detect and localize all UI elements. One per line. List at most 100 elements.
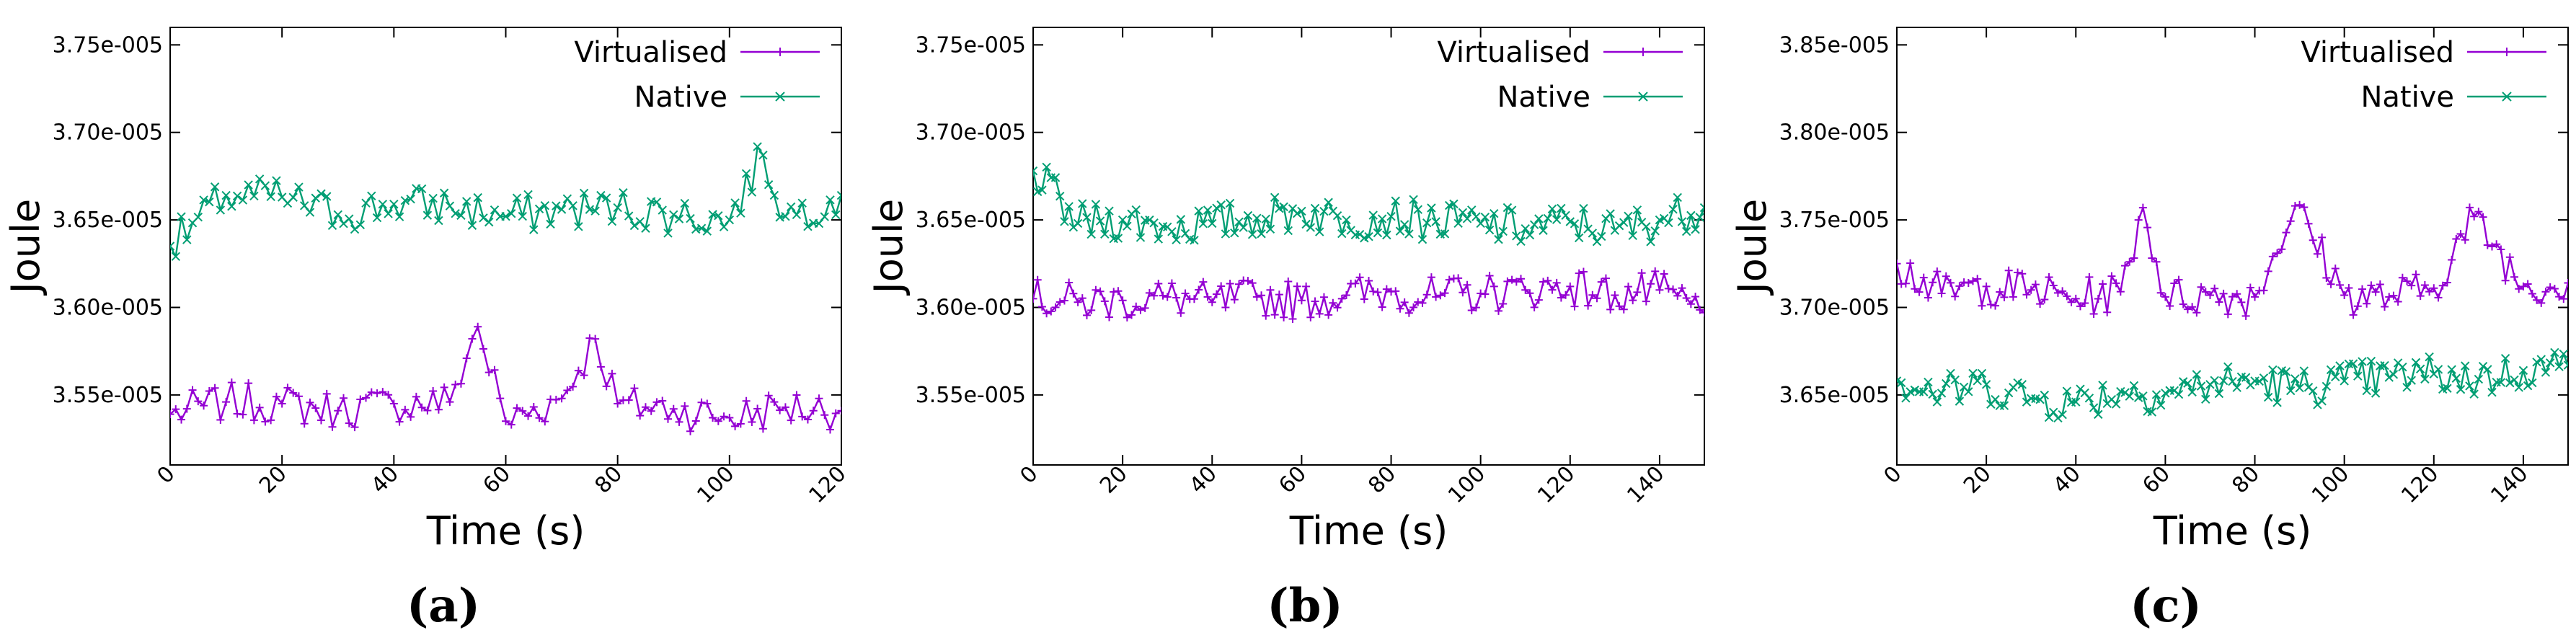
data-point — [439, 188, 449, 198]
data-point — [2331, 372, 2340, 381]
x-tick-label: 20 — [254, 461, 292, 499]
data-point — [803, 415, 812, 424]
data-point — [1105, 206, 1114, 216]
data-point — [210, 182, 220, 192]
data-point — [1417, 234, 1428, 244]
data-point — [2179, 300, 2187, 309]
data-point — [652, 198, 662, 207]
data-point — [1060, 296, 1068, 305]
data-point — [327, 221, 337, 231]
data-point — [461, 197, 472, 206]
data-point — [1217, 282, 1226, 291]
data-point — [730, 198, 740, 208]
data-point — [591, 334, 600, 343]
data-point — [2017, 380, 2027, 389]
data-point — [2174, 275, 2183, 284]
data-point — [2147, 407, 2156, 417]
data-point — [1096, 287, 1105, 296]
y-tick-label: 3.65e-005 — [916, 208, 1026, 233]
data-point — [1404, 309, 1413, 317]
data-point — [529, 402, 538, 411]
data-point — [629, 221, 639, 231]
data-point — [1288, 314, 1297, 323]
data-point — [674, 214, 684, 223]
data-point — [1700, 309, 1704, 317]
data-point — [809, 407, 818, 415]
data-point — [758, 151, 768, 160]
data-point — [401, 405, 410, 414]
legend-marker — [775, 92, 785, 102]
data-point — [474, 322, 482, 331]
data-point — [1055, 192, 1065, 201]
data-point — [1951, 292, 1960, 301]
data-point — [1297, 206, 1306, 216]
data-point — [2353, 371, 2363, 381]
plot-frame — [1896, 27, 2569, 466]
data-point — [1525, 230, 1535, 240]
data-point — [2053, 288, 2062, 297]
data-point — [1508, 275, 1516, 284]
data-point — [1208, 218, 1217, 229]
data-point — [1552, 278, 1561, 287]
data-point — [311, 404, 320, 412]
data-point — [2272, 398, 2282, 407]
x-tick-label: 100 — [1443, 461, 1490, 508]
data-point — [2004, 388, 2014, 398]
data-point — [389, 399, 398, 408]
data-point — [1686, 300, 1695, 309]
data-point — [2434, 293, 2443, 302]
x-tick-label: 140 — [1622, 461, 1669, 508]
data-point — [1699, 203, 1704, 213]
data-point — [2537, 298, 2546, 307]
data-point — [1257, 229, 1266, 239]
data-point — [1373, 228, 1383, 238]
data-point — [1033, 166, 1038, 176]
data-point — [1092, 285, 1100, 294]
data-point — [1897, 260, 1901, 268]
data-point — [2067, 298, 2076, 306]
data-point — [2469, 389, 2479, 399]
data-point — [2125, 391, 2134, 401]
data-point — [2148, 254, 2156, 262]
data-point — [1915, 288, 1924, 296]
data-point — [2327, 280, 2335, 288]
data-point — [1315, 309, 1324, 318]
data-point — [1243, 210, 1253, 221]
data-point — [1467, 306, 1476, 315]
data-point — [1691, 292, 1700, 301]
data-point — [574, 222, 583, 231]
data-point — [2138, 203, 2147, 212]
data-point — [260, 181, 270, 190]
data-point — [1686, 210, 1696, 221]
data-point — [2268, 365, 2278, 375]
data-point — [602, 382, 611, 391]
series-line — [170, 146, 841, 258]
data-point — [1615, 302, 1624, 311]
data-point — [1100, 297, 1109, 306]
data-point — [1257, 291, 1266, 300]
data-point — [233, 409, 242, 418]
data-point — [1145, 215, 1154, 225]
data-point — [630, 384, 639, 393]
data-point — [334, 407, 342, 415]
data-point — [2264, 267, 2272, 275]
data-point — [1180, 229, 1190, 239]
data-point — [2081, 299, 2089, 308]
data-point — [820, 212, 829, 221]
data-point — [1252, 213, 1262, 223]
data-point — [1565, 217, 1575, 226]
data-point — [2398, 273, 2407, 282]
data-point — [2367, 281, 2376, 290]
data-point — [2430, 284, 2438, 293]
data-point — [1570, 302, 1579, 311]
data-point — [1114, 287, 1123, 296]
x-tick-label: 80 — [2227, 461, 2265, 499]
data-point — [2470, 212, 2479, 221]
data-point — [1651, 267, 1660, 275]
data-point — [2214, 389, 2224, 399]
data-point — [1208, 298, 1216, 306]
x-tick-label: 20 — [1959, 461, 1996, 499]
data-point — [1078, 294, 1086, 303]
data-point — [1517, 275, 1526, 283]
data-point — [322, 389, 331, 398]
